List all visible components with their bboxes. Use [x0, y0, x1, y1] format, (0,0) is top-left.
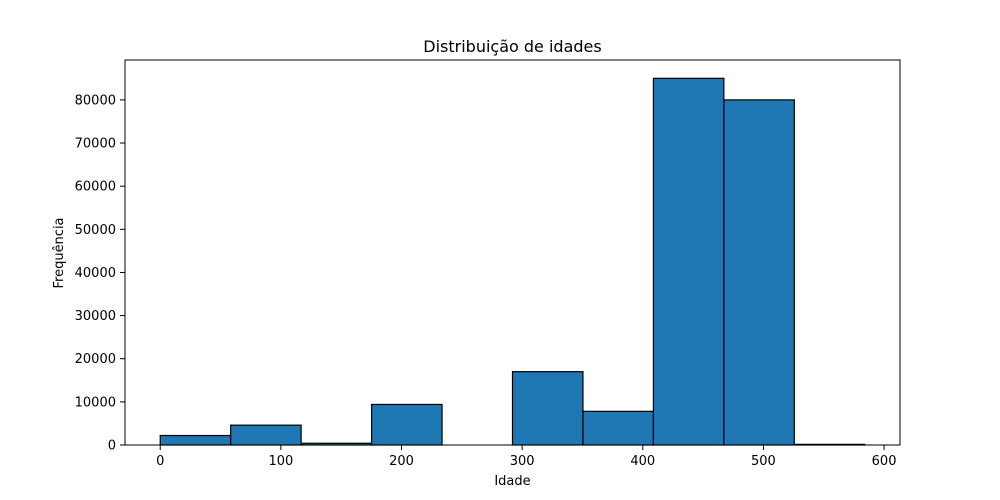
histogram-bar [230, 424, 302, 446]
plot-frame [124, 59, 901, 446]
x-tick-label: 600 [872, 454, 897, 469]
histogram-bar [511, 371, 584, 446]
x-tick-label: 100 [268, 454, 293, 469]
histogram-bar [582, 410, 655, 446]
x-tick-label: 200 [389, 454, 414, 469]
y-tick-label: 30000 [75, 309, 116, 324]
y-tick-label: 70000 [75, 137, 116, 152]
y-tick-label: 40000 [75, 266, 116, 281]
histogram-bar [159, 434, 232, 446]
chart-title: Distribuição de idades [423, 37, 601, 56]
bars-group [159, 77, 866, 446]
histogram-bar [370, 403, 443, 446]
y-tick-label: 60000 [75, 180, 116, 195]
x-tick-label: 400 [630, 454, 655, 469]
histogram-bar [652, 77, 725, 446]
y-tick-label: 50000 [75, 223, 116, 238]
y-tick-label: 10000 [75, 395, 116, 410]
x-tick-label: 300 [510, 454, 535, 469]
y-axis-label: Frequência [52, 217, 67, 288]
x-tick-label: 0 [156, 454, 164, 469]
x-axis-ticks: 0 100 200 300 400 500 600 [156, 445, 896, 469]
x-tick-label: 500 [751, 454, 776, 469]
y-tick-label: 80000 [75, 93, 116, 108]
x-axis-label: Idade [494, 474, 530, 489]
y-axis-ticks: 0 10000 20000 30000 40000 50000 60000 70000 8000… [75, 93, 125, 454]
y-tick-label: 0 [108, 439, 116, 454]
histogram-bar [723, 99, 795, 446]
y-tick-label: 20000 [75, 352, 116, 367]
axes-group [124, 59, 901, 446]
